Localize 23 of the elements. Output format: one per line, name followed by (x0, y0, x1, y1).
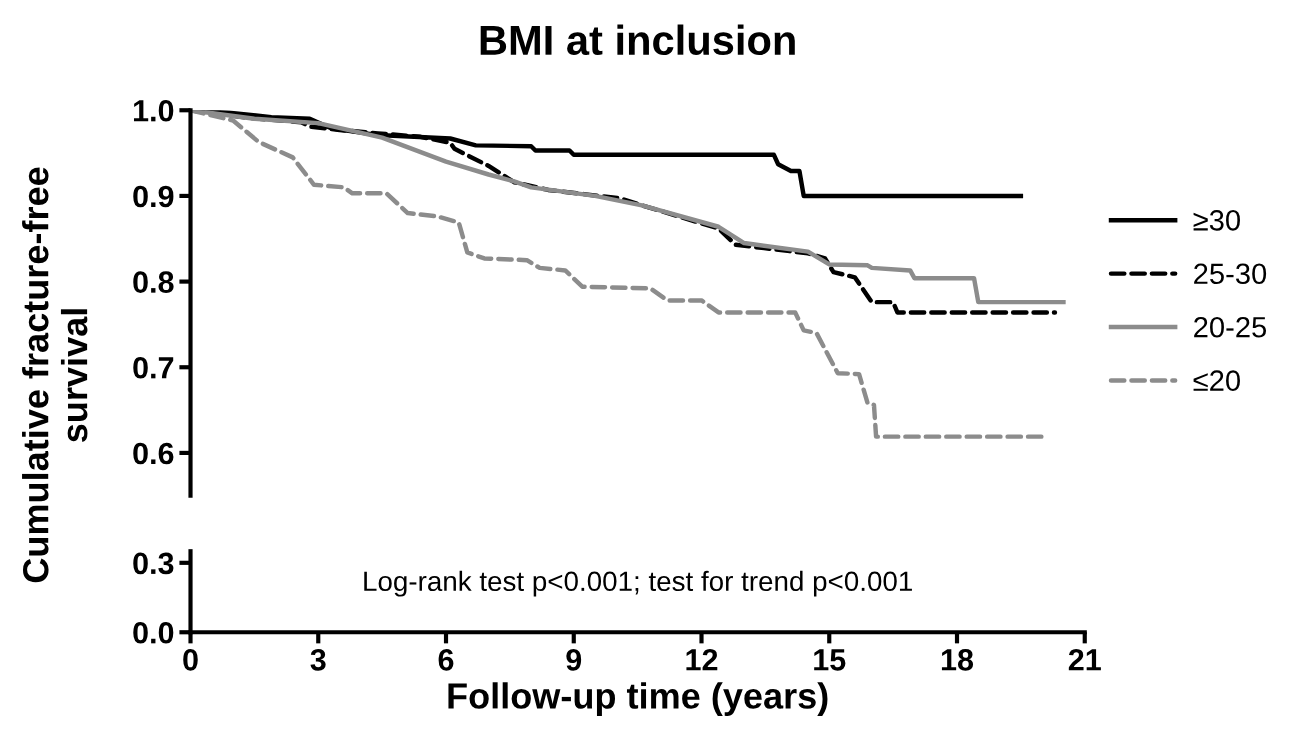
x-tick-label: 18 (941, 649, 974, 671)
x-tick-label: 3 (310, 649, 326, 671)
legend-label: ≥30 (1193, 210, 1240, 231)
y-axis-title: Cumulative fracture-free survival (22, 167, 88, 583)
x-tick-label: 6 (438, 649, 454, 671)
y-tick-label: 0.8 (133, 271, 174, 293)
y-tick-label: 0.6 (133, 442, 174, 465)
x-tick-label: 0 (183, 649, 198, 671)
y-tick-label: 0.7 (133, 356, 174, 379)
x-axis-title: Follow-up time (years) (448, 682, 828, 716)
legend-label: 20-25 (1194, 316, 1267, 338)
chart-title: BMI at inclusion (480, 24, 795, 56)
x-tick-label: 12 (686, 649, 718, 671)
y-tick-label: 1.0 (133, 99, 174, 122)
legend-label: 25-30 (1194, 263, 1267, 285)
y-tick-label: 0.0 (133, 621, 174, 644)
y-tick-label: 0.9 (133, 185, 174, 208)
x-tick-label: 15 (814, 649, 846, 671)
x-tick-label: 9 (566, 649, 582, 671)
legend-label: ≤20 (1193, 370, 1240, 391)
x-tick-label: 21 (1068, 649, 1101, 671)
annotation: Log-rank test p<0.001; test for trend p<0.001 (364, 570, 912, 597)
y-tick-label: 0.3 (133, 552, 174, 575)
